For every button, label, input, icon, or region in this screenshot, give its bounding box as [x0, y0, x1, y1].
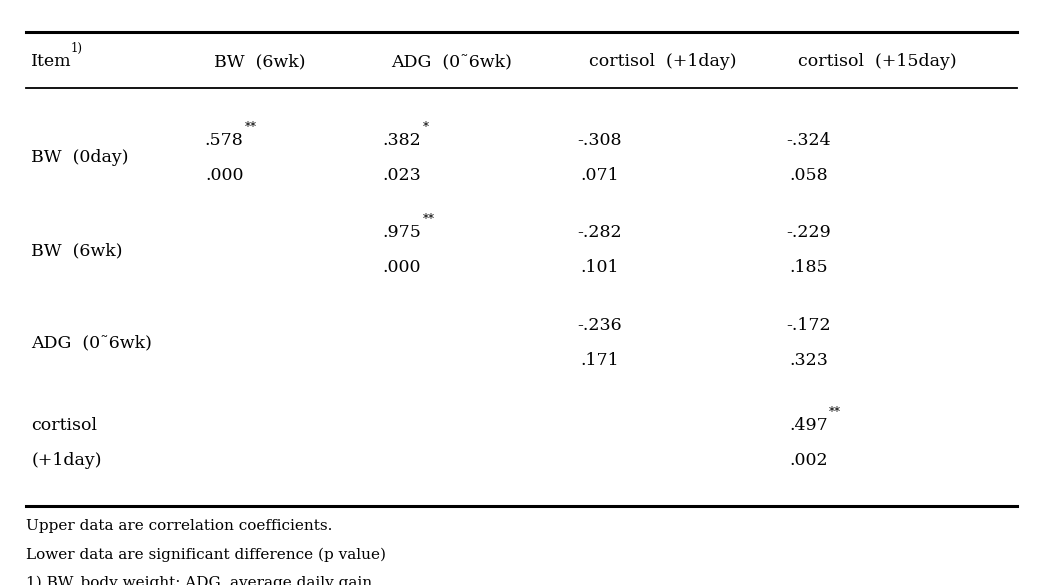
Text: **: **	[245, 121, 258, 134]
Text: *: *	[422, 121, 429, 134]
Text: BW  (0day): BW (0day)	[31, 149, 128, 167]
Text: -.229: -.229	[786, 224, 830, 242]
Text: ADG  (0˜6wk): ADG (0˜6wk)	[391, 53, 512, 70]
Text: .323: .323	[789, 352, 828, 369]
Text: cortisol  (+1day): cortisol (+1day)	[589, 53, 736, 70]
Text: ADG  (0˜6wk): ADG (0˜6wk)	[31, 334, 152, 352]
Text: 1): 1)	[71, 42, 83, 55]
Text: **: **	[422, 214, 435, 226]
Text: .171: .171	[580, 352, 620, 369]
Text: .071: .071	[580, 167, 620, 184]
Text: .000: .000	[205, 167, 243, 184]
Text: -.308: -.308	[578, 132, 622, 149]
Text: BW  (6wk): BW (6wk)	[31, 242, 123, 259]
Text: .000: .000	[383, 259, 420, 277]
Text: Upper data are correlation coefficients.: Upper data are correlation coefficients.	[26, 519, 333, 534]
Text: .002: .002	[789, 452, 828, 469]
Text: cortisol  (+15day): cortisol (+15day)	[798, 53, 956, 70]
Text: -.282: -.282	[578, 224, 622, 242]
Text: (+1day): (+1day)	[31, 452, 102, 469]
Text: .382: .382	[382, 132, 421, 149]
Text: **: **	[829, 406, 842, 419]
Text: .578: .578	[204, 132, 244, 149]
Text: cortisol: cortisol	[31, 417, 97, 434]
Text: .185: .185	[789, 259, 828, 277]
Text: .101: .101	[581, 259, 618, 277]
Text: -.324: -.324	[786, 132, 830, 149]
Text: -.172: -.172	[786, 316, 830, 334]
Text: .975: .975	[382, 224, 421, 242]
Text: Lower data are significant difference (p value): Lower data are significant difference (p…	[26, 548, 386, 562]
Text: -.236: -.236	[578, 316, 622, 334]
Text: .058: .058	[789, 167, 828, 184]
Text: .497: .497	[789, 417, 828, 434]
Text: Item: Item	[31, 53, 72, 70]
Text: BW  (6wk): BW (6wk)	[214, 53, 306, 70]
Text: .023: .023	[382, 167, 421, 184]
Text: 1) BW, body weight; ADG, average daily gain: 1) BW, body weight; ADG, average daily g…	[26, 576, 372, 585]
